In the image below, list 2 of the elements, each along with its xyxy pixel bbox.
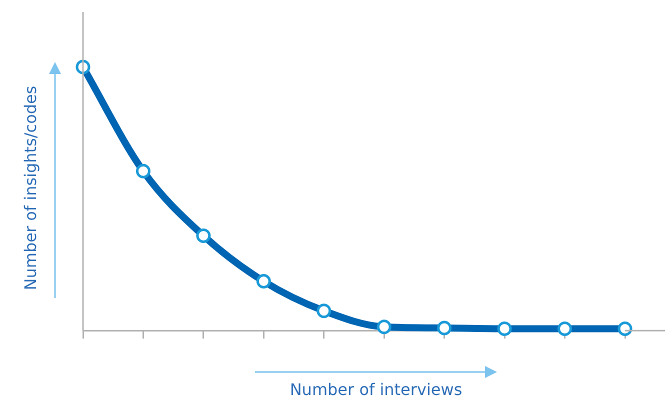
y-axis-title: Number of insights/codes <box>21 84 41 292</box>
x-axis-title: Number of interviews <box>288 380 464 399</box>
